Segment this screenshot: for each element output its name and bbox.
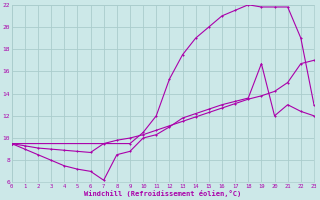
X-axis label: Windchill (Refroidissement éolien,°C): Windchill (Refroidissement éolien,°C) xyxy=(84,190,242,197)
